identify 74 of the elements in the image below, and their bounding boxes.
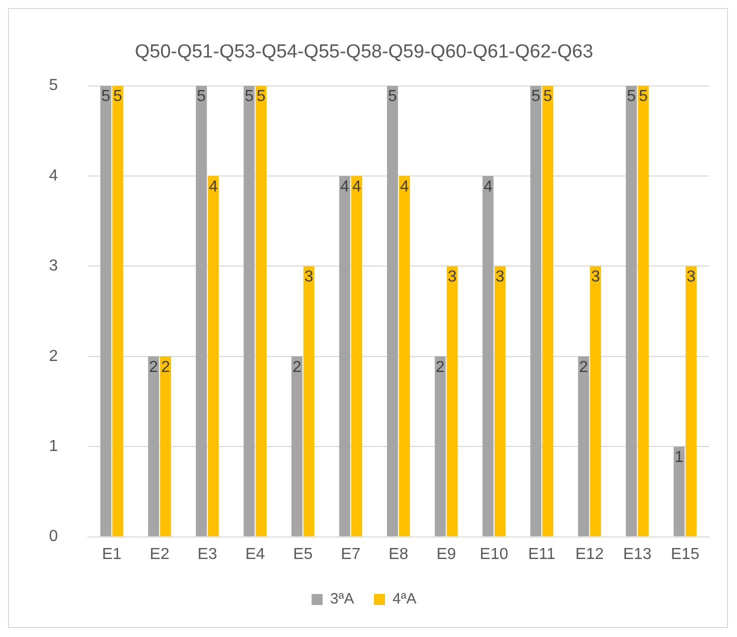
data-label: 5 bbox=[101, 88, 110, 106]
y-tick-label: 2 bbox=[48, 348, 58, 365]
data-label: 3 bbox=[304, 268, 314, 286]
data-label: 4 bbox=[352, 178, 362, 196]
data-label: 2 bbox=[579, 358, 588, 376]
data-label: 2 bbox=[292, 358, 302, 376]
data-label: 5 bbox=[543, 88, 552, 106]
bar bbox=[256, 86, 267, 536]
bar bbox=[530, 86, 542, 536]
data-label: 5 bbox=[388, 88, 398, 106]
bar bbox=[196, 86, 207, 536]
data-label: 3 bbox=[496, 268, 505, 286]
data-label: 3 bbox=[686, 268, 696, 286]
x-tick-label: E10 bbox=[480, 546, 508, 563]
x-tick-label: E1 bbox=[102, 546, 122, 563]
data-label: 2 bbox=[161, 358, 170, 376]
data-label: 4 bbox=[400, 178, 409, 196]
data-label: 2 bbox=[149, 358, 158, 376]
bar bbox=[351, 176, 362, 536]
data-label: 5 bbox=[196, 88, 206, 106]
x-tick-label: E8 bbox=[388, 546, 408, 563]
bar bbox=[208, 176, 219, 536]
y-tick-label: 1 bbox=[48, 438, 58, 456]
legend-label: 4ªA bbox=[392, 590, 416, 608]
bar bbox=[291, 356, 302, 536]
bar bbox=[398, 176, 410, 536]
bar bbox=[386, 86, 398, 536]
data-label: 5 bbox=[531, 88, 540, 106]
data-label: 5 bbox=[244, 88, 254, 106]
bar bbox=[590, 266, 602, 536]
x-tick-label: E2 bbox=[150, 546, 170, 563]
bar bbox=[303, 266, 314, 536]
y-tick-label: 5 bbox=[48, 77, 58, 94]
x-tick-label: E7 bbox=[340, 546, 361, 563]
bar bbox=[148, 356, 160, 536]
data-label: 5 bbox=[256, 88, 266, 106]
bar bbox=[446, 266, 458, 536]
legend-label: 3ªA bbox=[330, 590, 354, 608]
bar bbox=[542, 86, 554, 536]
x-tick-label: E4 bbox=[245, 546, 265, 563]
x-tick-label: E12 bbox=[575, 546, 604, 563]
x-tick-label: E3 bbox=[198, 546, 218, 563]
bar bbox=[339, 176, 350, 536]
bar bbox=[674, 446, 685, 536]
bar bbox=[578, 356, 590, 536]
data-label: 3 bbox=[448, 268, 457, 286]
x-tick-label: E9 bbox=[436, 546, 456, 563]
bar bbox=[482, 176, 494, 536]
data-label: 3 bbox=[591, 268, 600, 286]
bar bbox=[160, 356, 172, 536]
data-label: 4 bbox=[484, 178, 493, 196]
data-label: 5 bbox=[638, 88, 648, 106]
x-tick-label: E11 bbox=[528, 546, 556, 563]
bar bbox=[100, 86, 112, 536]
y-tick-label: 0 bbox=[48, 528, 58, 546]
bar bbox=[434, 356, 446, 536]
x-tick-label: E13 bbox=[623, 546, 652, 563]
y-tick-label: 4 bbox=[48, 167, 58, 184]
bar bbox=[494, 266, 506, 536]
data-label: 4 bbox=[340, 178, 350, 196]
data-label: 5 bbox=[113, 88, 122, 106]
x-tick-label: E15 bbox=[670, 546, 700, 563]
data-label: 4 bbox=[208, 178, 218, 196]
bar bbox=[244, 86, 255, 536]
y-tick-label: 3 bbox=[48, 258, 58, 275]
chart-title: Q50-Q51-Q53-Q54-Q55-Q58-Q59-Q60-Q61-Q62-Q63 bbox=[134, 42, 594, 63]
bar bbox=[686, 266, 697, 536]
bar bbox=[638, 86, 649, 536]
bar bbox=[112, 86, 124, 536]
x-tick-label: E5 bbox=[293, 546, 313, 563]
bar bbox=[626, 86, 637, 536]
data-label: 2 bbox=[436, 358, 445, 376]
data-label: 5 bbox=[626, 88, 636, 106]
data-label: 1 bbox=[674, 449, 684, 466]
